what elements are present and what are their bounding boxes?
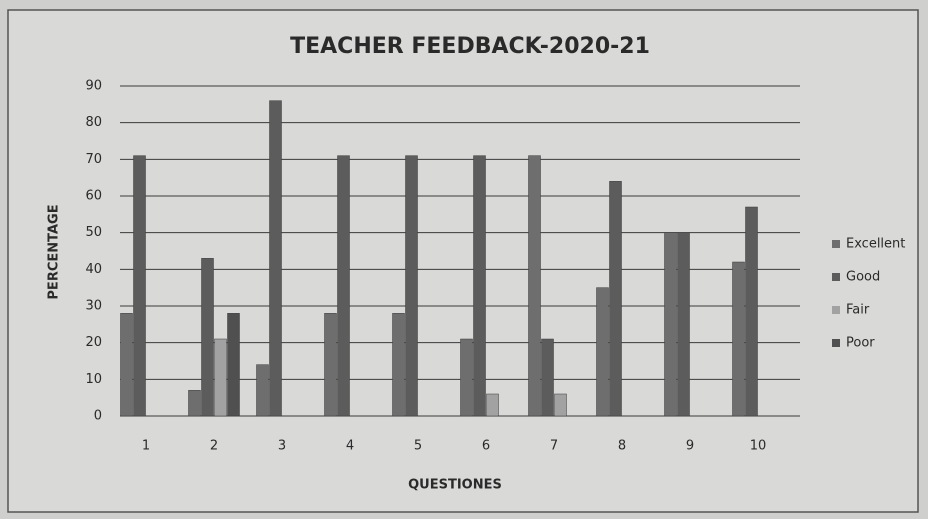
x-tick-label: 5 bbox=[414, 439, 422, 454]
legend-swatch bbox=[832, 273, 840, 281]
bar bbox=[392, 313, 405, 417]
bar bbox=[269, 100, 282, 417]
bar bbox=[405, 155, 418, 417]
y-tick-label: 40 bbox=[85, 262, 102, 277]
y-tick-label: 20 bbox=[85, 335, 102, 350]
x-tick-label: 3 bbox=[278, 439, 286, 454]
y-tick-label: 50 bbox=[85, 225, 102, 240]
chart-frame bbox=[7, 9, 919, 513]
bar bbox=[486, 393, 499, 417]
bar bbox=[188, 390, 201, 417]
bar bbox=[120, 313, 133, 417]
y-tick-label: 0 bbox=[94, 409, 102, 424]
x-tick-label: 10 bbox=[750, 439, 767, 454]
x-tick-label: 8 bbox=[618, 439, 626, 454]
x-tick-label: 4 bbox=[346, 439, 354, 454]
bar bbox=[473, 155, 486, 417]
bar bbox=[732, 261, 745, 417]
y-tick-label: 30 bbox=[85, 299, 102, 314]
x-axis-title: QUESTIONES bbox=[408, 478, 502, 493]
bar bbox=[609, 181, 622, 417]
x-tick-label: 7 bbox=[550, 439, 558, 454]
legend-label: Poor bbox=[846, 336, 875, 351]
bar bbox=[256, 364, 269, 417]
x-tick-label: 1 bbox=[142, 439, 150, 454]
x-tick-label: 2 bbox=[210, 439, 218, 454]
legend-label: Excellent bbox=[846, 237, 905, 252]
legend-swatch bbox=[832, 306, 840, 314]
y-axis-title: PERCENTAGE bbox=[47, 204, 62, 299]
x-tick-label: 9 bbox=[686, 439, 694, 454]
bar bbox=[460, 338, 473, 417]
bar bbox=[214, 338, 227, 417]
legend-label: Fair bbox=[846, 303, 870, 318]
bar bbox=[133, 155, 146, 417]
y-tick-label: 80 bbox=[85, 115, 102, 130]
bar bbox=[664, 232, 677, 417]
bar bbox=[554, 393, 567, 417]
bar bbox=[324, 313, 337, 417]
legend-label: Good bbox=[846, 270, 880, 285]
y-tick-label: 90 bbox=[85, 79, 102, 94]
y-tick-label: 10 bbox=[85, 372, 102, 387]
bar bbox=[596, 287, 609, 417]
bar bbox=[541, 338, 554, 417]
bar bbox=[677, 232, 690, 417]
legend-swatch bbox=[832, 240, 840, 248]
x-tick-label: 6 bbox=[482, 439, 490, 454]
y-tick-label: 60 bbox=[85, 189, 102, 204]
bar bbox=[528, 155, 541, 417]
chart-title: TEACHER FEEDBACK-2020-21 bbox=[290, 34, 650, 59]
bar bbox=[227, 313, 240, 417]
bar bbox=[745, 206, 758, 417]
bar bbox=[337, 155, 350, 417]
y-tick-label: 70 bbox=[85, 152, 102, 167]
bar bbox=[201, 258, 214, 417]
legend-swatch bbox=[832, 339, 840, 347]
